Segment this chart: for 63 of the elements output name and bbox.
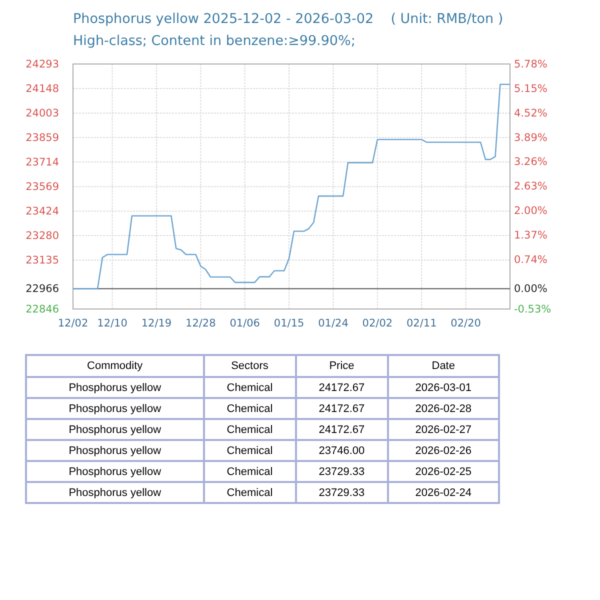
text: 2026-02-25 [415,466,472,478]
category-label: Sectors [204,355,296,377]
chart-subtitle: High-class; Content in benzene:≥99.90%; [73,33,356,49]
y-tick-label: 22846 [26,303,60,316]
text: 24172.67 [318,424,365,436]
y-tick-label: 24003 [26,107,59,120]
text: 23746.00 [318,444,365,456]
y2-tick-label: -0.53% [514,303,552,316]
text: 2026-02-27 [415,424,472,436]
y-tick-label: 22966 [26,283,60,296]
y-tick-label: 23424 [26,205,60,218]
text: 2026-02-26 [415,444,472,456]
text: 2026-03-01 [415,382,472,394]
y-tick-label: 23135 [26,254,59,266]
y-tick-label: 23280 [26,230,59,242]
x-tick-label: 12/19 [141,317,172,330]
text: 2026-02-28 [415,402,472,414]
y-tick-label: 23859 [26,132,59,144]
y-tick-label: 23569 [26,180,59,193]
y-tick-label: 24293 [26,58,59,70]
text: 23729.33 [318,486,365,498]
text: 24172.67 [318,402,365,414]
y2-tick-label: 2.00% [514,205,548,218]
text: Phosphorus yellow [68,424,162,436]
text: 23729.33 [318,466,365,478]
y2-tick-label: 2.63% [514,180,548,193]
y2-tick-label: 1.37% [514,230,548,242]
x-tick-label: 12/28 [186,317,216,330]
text: Phosphorus yellow [68,382,162,394]
x-tick-label: 02/02 [362,317,393,330]
category-label: Commodity [26,355,204,377]
x-tick-label: 01/06 [230,317,260,330]
text: Chemical [226,486,273,498]
text: Chemical [226,382,273,394]
x-tick-label: 02/20 [450,317,481,330]
y-tick-label: 24148 [26,82,59,95]
text: Phosphorus yellow [68,466,162,478]
y-tick-label: 23714 [26,156,60,168]
line-series [72,84,511,290]
y2-tick-label: 5.78% [514,58,548,70]
y2-tick-label: 4.52% [514,107,548,120]
chart-title: Phosphorus yellow 2025-12-02 - 2026-03-02 ( Unit: RMB/ton ) [73,11,504,27]
category-label: Date [388,355,499,377]
text: Chemical [226,466,273,478]
text: Phosphorus yellow [68,486,162,498]
y2-tick-label: 0.00% [514,282,548,295]
y2-tick-label: 5.15% [514,82,548,95]
x-tick-label: 02/11 [406,317,437,330]
text: Phosphorus yellow [68,402,162,414]
y2-tick-label: 0.74% [514,254,548,266]
x-tick-label: 12/02 [58,317,88,330]
y2-tick-label: 3.26% [514,156,548,168]
text: Phosphorus yellow [68,444,162,456]
text: Chemical [226,424,273,436]
x-tick-label: 01/24 [318,317,349,330]
text: Chemical [226,444,273,456]
text: 2026-02-24 [415,486,472,498]
text: Chemical [226,402,273,414]
x-tick-label: 12/10 [97,317,128,330]
category-label: Price [296,355,388,377]
y2-tick-label: 3.89% [514,132,548,144]
x-tick-label: 01/15 [274,317,304,330]
text: 24172.67 [318,382,365,394]
